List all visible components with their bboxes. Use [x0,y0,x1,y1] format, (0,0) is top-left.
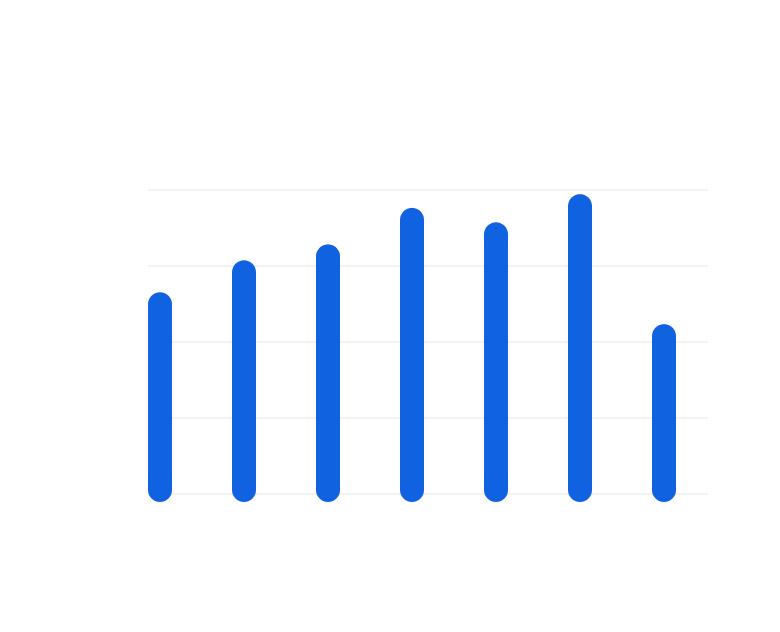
bar [568,194,592,502]
bar [652,324,676,502]
bar [400,207,424,502]
bar [484,222,508,502]
bar [232,260,256,502]
bar [316,244,340,502]
bar [148,292,172,502]
